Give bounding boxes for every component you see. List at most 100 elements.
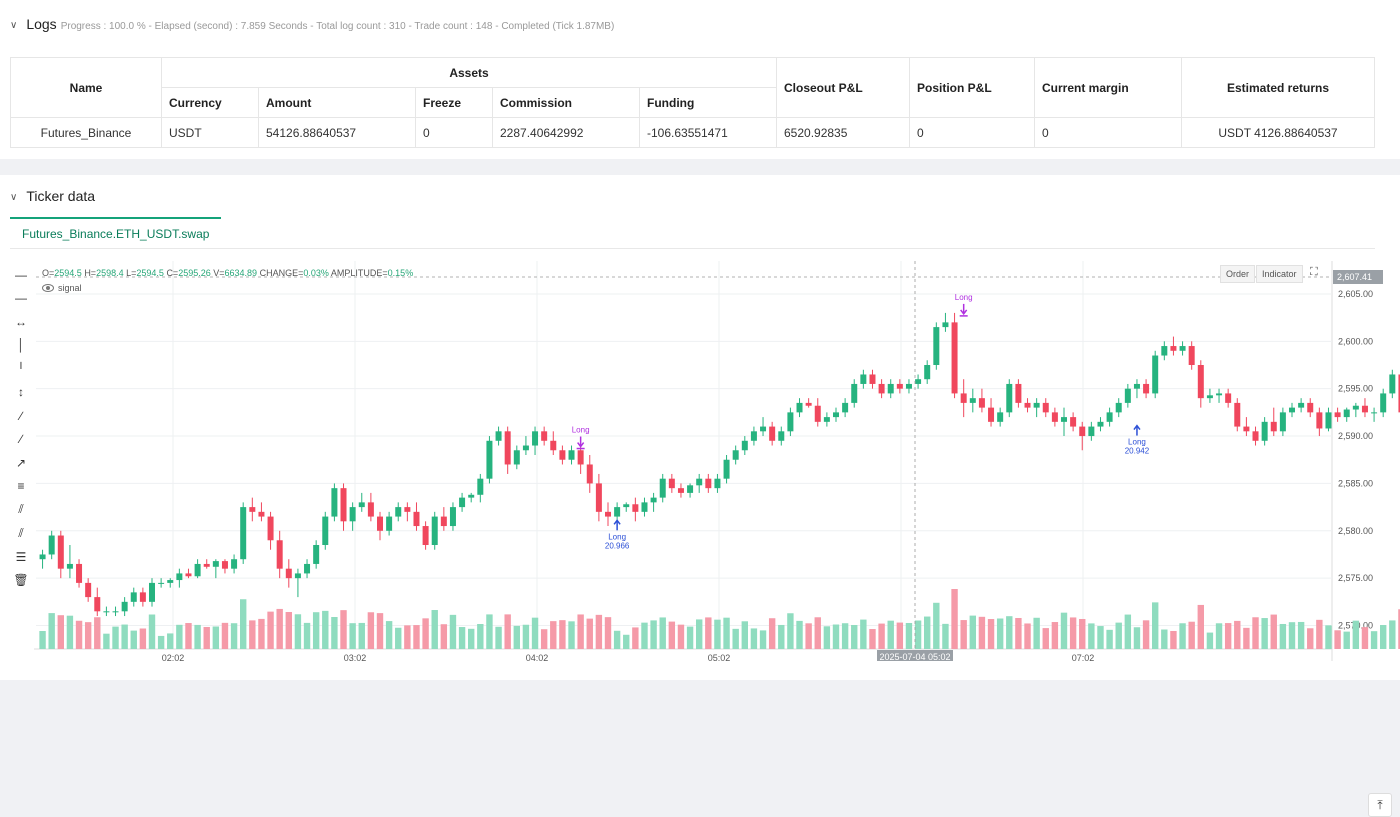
horizontal-line-icon[interactable]: —: [15, 267, 27, 282]
volume-bar: [1161, 629, 1168, 649]
order-button[interactable]: Order: [1220, 265, 1256, 283]
eye-icon[interactable]: [42, 284, 54, 292]
crosshair-price-box: [1333, 270, 1383, 284]
arrow-line-icon[interactable]: ↗: [15, 455, 27, 470]
signal-arrow-head: [1133, 424, 1141, 431]
candlestick-chart[interactable]: 2,605.00 2,600.00 2,595.00 2,590.00 2,585.00…: [34, 261, 1400, 661]
volume-bar: [385, 621, 393, 649]
candle-body: [240, 507, 247, 560]
candle-body: [1061, 417, 1067, 422]
volume-bar: [577, 614, 584, 649]
volume-bar: [121, 624, 128, 649]
candle-body: [878, 383, 885, 394]
tab-eth-usdt-swap[interactable]: Futures_Binance.ETH_USDT.swap: [10, 217, 222, 247]
candle-body: [1234, 402, 1241, 427]
ticker-header[interactable]: ∨ Ticker data: [10, 188, 95, 204]
cell-funding: -106.63551471: [639, 117, 777, 148]
volume-bar: [495, 626, 502, 649]
candle-body: [167, 580, 174, 583]
fullscreen-icon[interactable]: ⛶: [1310, 266, 1318, 278]
candle-body: [787, 412, 794, 432]
candle-body: [905, 383, 912, 389]
col-funding: Funding: [639, 87, 777, 118]
trash-icon[interactable]: 🗑: [13, 573, 29, 588]
candle-body: [659, 478, 666, 498]
volume-bar: [167, 633, 174, 649]
volume-bar: [768, 618, 776, 649]
volume-bar: [267, 611, 274, 649]
candle-body: [1243, 426, 1250, 432]
signal-label: Long: [572, 426, 590, 435]
volume-bar: [987, 619, 995, 649]
chart-area[interactable]: 2,605.00 2,600.00 2,595.00 2,590.00 2,585.00…: [34, 261, 1400, 661]
volume-bar: [294, 614, 302, 649]
x-tick-label: 02:02: [162, 653, 185, 661]
candle-body: [313, 545, 320, 564]
horizontal-ray-icon[interactable]: —: [15, 291, 27, 306]
candle-body: [158, 582, 165, 584]
change-label: CHANGE=: [259, 268, 304, 278]
h-label: H=: [84, 268, 97, 278]
volume-bar: [258, 618, 265, 649]
candle-body: [449, 507, 456, 527]
volume-bar: [860, 619, 867, 649]
signal-legend[interactable]: signal: [42, 283, 82, 293]
extended-line-icon[interactable]: ↔: [15, 314, 27, 329]
candle-body: [595, 483, 602, 512]
close-value: 2595.26: [178, 268, 211, 278]
vertical-segment-icon[interactable]: ╵: [17, 361, 25, 376]
candle-body: [203, 563, 210, 567]
candle-body: [39, 554, 46, 560]
l-label: L=: [126, 268, 137, 278]
candle-body: [805, 402, 812, 406]
cell-margin: 0: [1034, 117, 1182, 148]
indicator-button[interactable]: Indicator: [1256, 265, 1303, 283]
chevron-down-icon[interactable]: ∨: [10, 192, 18, 203]
volume-bar: [185, 623, 192, 649]
volume-bar: [1206, 632, 1214, 649]
candle-body: [677, 488, 684, 493]
price-label-icon[interactable]: ≡: [17, 479, 25, 494]
volume-value: 6634.89: [224, 268, 258, 278]
col-freeze: Freeze: [415, 87, 493, 118]
volume-bar: [887, 620, 894, 649]
volume-bar: [1024, 623, 1031, 649]
volume-bar: [303, 622, 311, 649]
volume-bar: [176, 624, 183, 649]
candle-body: [869, 374, 876, 384]
vertical-line-icon[interactable]: │: [17, 338, 25, 353]
candle-body: [559, 450, 566, 460]
col-margin: Current margin: [1034, 57, 1182, 118]
volume-bar: [1252, 617, 1259, 649]
volume-bar: [759, 630, 767, 649]
vertical-arrow-icon[interactable]: ↕: [18, 385, 24, 400]
pitchfork-icon[interactable]: ⫽: [18, 525, 24, 540]
candle-body: [1197, 365, 1204, 399]
logs-title: Logs: [26, 16, 57, 32]
chevron-down-icon[interactable]: ∨: [10, 20, 18, 31]
candle-body: [623, 504, 630, 508]
volume-bar: [1398, 609, 1400, 649]
logs-summary: Progress : 100.0 % - Elapsed (second) : …: [60, 21, 615, 32]
volume-bar: [924, 616, 931, 649]
logs-header[interactable]: ∨ Logs Progress : 100.0 % - Elapsed (sec…: [10, 16, 614, 32]
drawing-toolbar: — — ↔ │ ╵ ↕ ∕ ∕ ↗ ≡ ⫽ ⫽ ☰ 🗑: [10, 263, 32, 592]
fib-levels-icon[interactable]: ☰: [15, 549, 27, 564]
candle-body: [340, 488, 347, 522]
candle-body: [1033, 402, 1040, 408]
parallel-channel-icon[interactable]: ⫽: [18, 502, 24, 517]
candle-body: [358, 502, 365, 508]
volume-bar: [157, 635, 165, 649]
scroll-top-button[interactable]: ⤒: [1368, 793, 1392, 817]
candle-body: [331, 488, 338, 517]
candle-body: [431, 516, 438, 545]
trend-line-icon[interactable]: ∕: [19, 408, 22, 423]
volume-bar: [431, 610, 438, 649]
ray-icon[interactable]: ∕: [19, 432, 22, 447]
col-amount: Amount: [258, 87, 416, 118]
candle-body: [495, 431, 502, 441]
table-row: Futures_Binance USDT 54126.88640537 0 22…: [10, 117, 1375, 148]
volume-bar: [1097, 626, 1104, 649]
candle-body: [1088, 426, 1095, 437]
candle-body: [1361, 405, 1368, 413]
